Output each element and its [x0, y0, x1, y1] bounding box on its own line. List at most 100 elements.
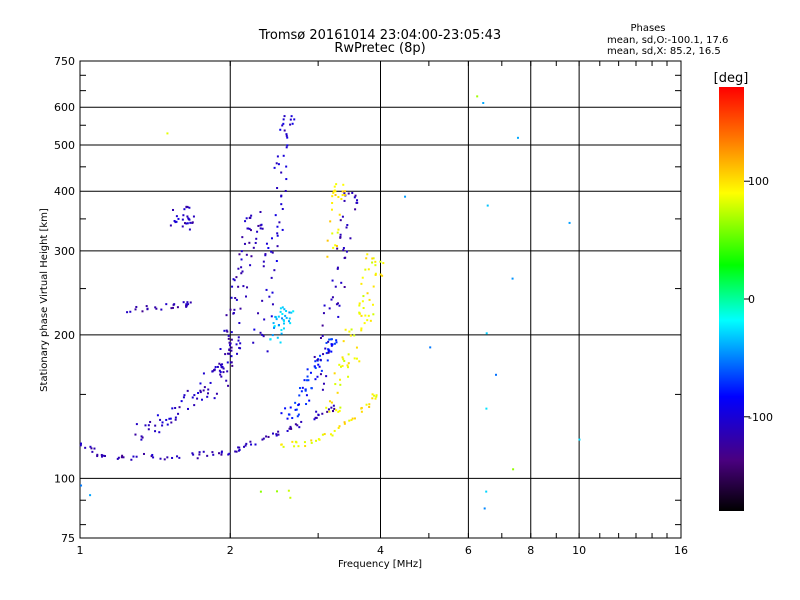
- echo-point: [198, 451, 201, 454]
- echo-point: [298, 394, 301, 397]
- echo-point: [286, 136, 289, 139]
- echo-point: [280, 171, 283, 174]
- y-tick-label: 500: [54, 139, 75, 152]
- echo-point: [271, 291, 274, 294]
- echo-point: [332, 190, 335, 193]
- echo-point: [365, 403, 368, 406]
- echo-point: [183, 394, 186, 397]
- echo-point: [290, 427, 293, 430]
- y-tick-label: 200: [54, 329, 75, 342]
- echo-point: [314, 416, 317, 419]
- echo-point: [227, 334, 230, 337]
- echo-point: [337, 426, 340, 429]
- echo-point: [262, 437, 265, 440]
- echo-point: [331, 434, 334, 437]
- echo-point: [196, 397, 199, 400]
- echo-point: [325, 341, 328, 344]
- echo-point: [337, 410, 340, 413]
- echo-point: [141, 436, 144, 439]
- echo-point: [298, 426, 301, 429]
- echo-point: [289, 406, 292, 409]
- echo-point: [343, 286, 346, 289]
- echo-point: [173, 219, 176, 222]
- echo-point: [183, 208, 186, 211]
- echo-point: [220, 453, 223, 456]
- echo-point: [275, 162, 278, 165]
- echo-point: [272, 322, 275, 325]
- echo-point: [341, 356, 344, 359]
- echo-point: [275, 434, 278, 437]
- echo-point: [339, 378, 342, 381]
- echo-point: [355, 357, 358, 360]
- echo-point: [338, 425, 341, 428]
- echo-point: [304, 389, 307, 392]
- echo-point: [222, 367, 225, 370]
- echo-point: [226, 361, 229, 364]
- echo-point: [200, 398, 203, 401]
- echo-point: [281, 313, 284, 316]
- echo-point: [276, 187, 279, 190]
- phases-x-line: mean, sd,X: 85.2, 16.5: [607, 46, 721, 57]
- echo-point: [335, 341, 338, 344]
- echo-point: [315, 410, 318, 413]
- echo-point: [328, 400, 331, 403]
- echo-point: [231, 285, 234, 288]
- echo-point: [342, 358, 345, 361]
- echo-point: [237, 285, 240, 288]
- echo-point: [257, 312, 260, 315]
- echo-point: [282, 122, 285, 125]
- echo-point: [264, 253, 267, 256]
- echo-point: [177, 412, 180, 415]
- echo-point: [174, 416, 177, 419]
- echo-point: [364, 314, 367, 317]
- echo-point: [331, 195, 334, 198]
- echo-point: [193, 404, 196, 407]
- echo-point: [336, 302, 339, 305]
- echo-point: [219, 363, 222, 366]
- echo-point: [313, 418, 316, 421]
- echo-point: [243, 445, 246, 448]
- echo-point: [288, 317, 291, 320]
- echo-point: [273, 325, 276, 328]
- echo-point: [310, 387, 313, 390]
- echo-point: [366, 253, 369, 256]
- echo-point: [314, 367, 317, 370]
- echo-point: [226, 330, 229, 333]
- echo-point: [332, 246, 335, 249]
- echo-point: [365, 257, 368, 260]
- echo-point: [342, 183, 345, 186]
- echo-point: [326, 239, 329, 242]
- echo-point: [181, 218, 184, 221]
- echo-point: [290, 311, 293, 314]
- echo-point: [404, 195, 407, 198]
- echo-point: [368, 403, 371, 406]
- echo-point: [289, 123, 292, 126]
- echo-point: [334, 244, 337, 247]
- echo-point: [296, 415, 299, 418]
- echo-point: [100, 453, 103, 456]
- echo-point: [374, 260, 377, 263]
- echo-point: [271, 303, 274, 306]
- echo-point: [372, 313, 375, 316]
- colorbar-tick-label: 100: [748, 175, 769, 188]
- echo-point: [319, 373, 322, 376]
- echo-point: [230, 349, 233, 352]
- echo-point: [280, 443, 283, 446]
- echo-point: [363, 322, 366, 325]
- echo-point: [301, 386, 304, 389]
- echo-point: [239, 307, 242, 310]
- echo-point: [79, 444, 82, 447]
- echo-point: [234, 450, 237, 453]
- echo-point: [343, 199, 346, 202]
- echo-point: [216, 365, 219, 368]
- echo-point: [308, 399, 311, 402]
- echo-point: [246, 286, 249, 289]
- echo-point: [182, 396, 185, 399]
- echo-point: [351, 191, 354, 194]
- echo-point: [322, 353, 325, 356]
- echo-point: [348, 330, 351, 333]
- echo-point: [274, 214, 277, 217]
- echo-point: [235, 276, 238, 279]
- echo-point: [292, 310, 295, 313]
- echo-point: [350, 328, 353, 331]
